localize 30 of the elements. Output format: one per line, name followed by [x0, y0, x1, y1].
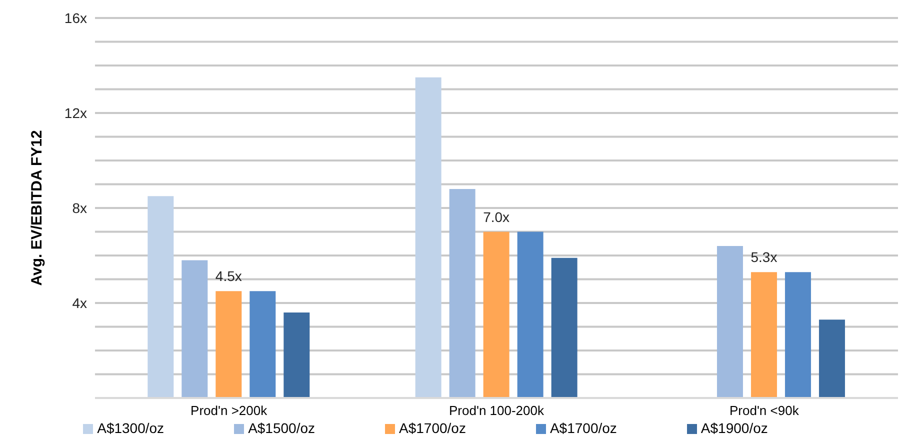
bar — [483, 232, 510, 398]
bar — [551, 258, 578, 398]
x-tick-label: Prod'n 100-200k — [449, 403, 544, 418]
legend-label: A$1300/oz — [97, 420, 164, 436]
data-label: 5.3x — [750, 249, 778, 266]
bar — [182, 260, 208, 398]
bar — [250, 291, 276, 398]
y-tick-label: 12x — [64, 104, 87, 121]
x-tick-label: Prod'n >200k — [190, 403, 268, 418]
x-tick-label: Prod'n <90k — [729, 403, 800, 418]
bar — [284, 312, 310, 398]
bar — [517, 232, 544, 398]
legend-label: A$1500/oz — [248, 420, 316, 436]
legend-label: A$1700/oz — [399, 420, 466, 436]
bar — [148, 196, 174, 398]
bar — [818, 320, 845, 398]
bar — [415, 77, 442, 398]
bar — [784, 272, 811, 398]
y-axis-title: Avg. EV/EBITDA FY12 — [28, 130, 46, 286]
bar — [750, 272, 777, 398]
bar — [716, 246, 743, 398]
bar — [449, 189, 476, 398]
y-tick-label: 4x — [72, 294, 87, 311]
legend-label: A$1700/oz — [550, 420, 617, 436]
y-tick-label: 8x — [72, 200, 87, 216]
data-label: 4.5x — [215, 268, 242, 284]
y-tick-label: 16x — [64, 10, 87, 26]
legend-label: A$1900/oz — [700, 420, 768, 436]
bar — [216, 291, 242, 398]
data-label: 7.0x — [483, 208, 510, 225]
